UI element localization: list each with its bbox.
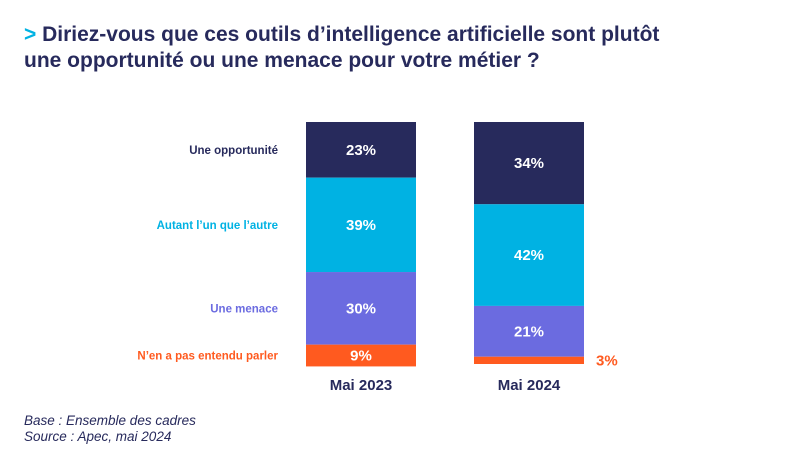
bar-segment-mai-2024-autant-l-un-que-l-autre [474,204,584,306]
title-marker: > [24,23,37,46]
footer: Base : Ensemble des cadres Source : Apec… [24,413,196,445]
bar-segment-mai-2023-autant-l-un-que-l-autre [306,177,416,273]
bar-segment-mai-2023-une-menace [306,272,416,345]
footer-source: Source : Apec, mai 2024 [24,429,172,444]
bar-segment-mai-2024-une-menace [474,305,584,357]
data-label-mai-2024-n-en-a-pas-entendu-parler: 3% [596,352,618,369]
data-label-mai-2023-une-opportunite: 23% [346,142,376,159]
bar-segment-mai-2023-n-en-a-pas-entendu-parler [306,344,416,367]
legend-label-une-menace: Une menace [210,303,278,315]
legend-label-une-opportunite: Une opportunité [189,145,278,157]
data-label-mai-2024-autant-l-un-que-l-autre: 42% [514,247,544,264]
bar-segment-mai-2023-une-opportunite [306,122,416,178]
category-label-mai-2024: Mai 2024 [498,377,561,394]
title-line-1: Diriez-vous que ces outils d’intelligenc… [42,23,660,46]
legend-label-n-en-a-pas-entendu-parler: N’en a pas entendu parler [137,351,278,363]
footer-base: Base : Ensemble des cadres [24,413,196,428]
category-label-mai-2023: Mai 2023 [330,377,393,394]
data-label-mai-2023-autant-l-un-que-l-autre: 39% [346,217,376,234]
data-label-mai-2023-une-menace: 30% [346,300,376,317]
title-line-2: une opportunité ou une menace pour votre… [24,49,540,72]
data-label-mai-2024-une-menace: 21% [514,323,544,340]
bar-segment-mai-2024-n-en-a-pas-entendu-parler [474,356,584,364]
data-label-mai-2023-n-en-a-pas-entendu-parler: 9% [350,348,372,365]
chart-title: > Diriez-vous que ces outils d’intellige… [24,22,784,74]
data-label-mai-2024-une-opportunite: 34% [514,155,544,172]
bar-segment-mai-2024-une-opportunite [474,122,584,205]
legend-label-autant-l-un-que-l-autre: Autant l’un que l’autre [157,220,278,232]
